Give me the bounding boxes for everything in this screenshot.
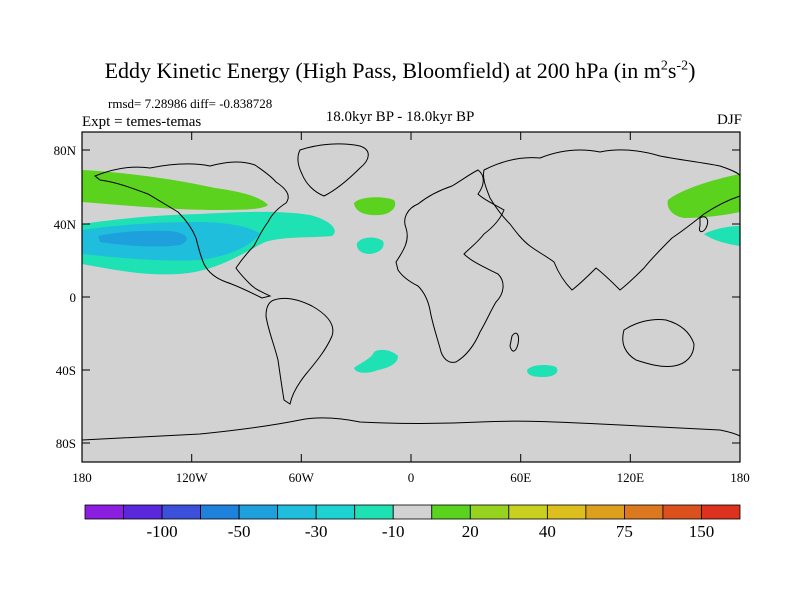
lon-label: 120E [617, 470, 645, 485]
coast-madagascar [509, 332, 519, 352]
longitude-ticks: 180 120W 60W 0 60E 120E 180 [72, 132, 750, 485]
lat-label: 40N [54, 217, 77, 232]
colorbar-swatch [585, 504, 625, 520]
colorbar-label: 20 [462, 522, 479, 541]
lat-label: 40S [56, 363, 76, 378]
map-title: Eddy Kinetic Energy (High Pass, Bloomfie… [104, 58, 696, 83]
colorbar-swatch [392, 504, 433, 520]
colorbar-swatch [546, 504, 587, 520]
cyan-blob-atlantic [356, 237, 384, 254]
colorbar-swatch [238, 504, 279, 520]
colorbar-swatch [701, 504, 741, 520]
colorbar-swatch [84, 504, 124, 520]
coast-australia [622, 319, 695, 367]
green-blob-atlantic [354, 197, 396, 216]
colorbar-labels: -100 -50 -30 -10 20 40 75 150 [146, 522, 714, 541]
lon-label: 60W [289, 470, 315, 485]
colorbar-label: -100 [146, 522, 177, 541]
colorbar-swatch [508, 504, 548, 520]
colorbar-label: 75 [616, 522, 633, 541]
contour-fills [82, 170, 740, 377]
green-band-north-pacific [82, 170, 268, 210]
cyan-blob-south-atlantic [354, 349, 398, 373]
colorbar-swatch [161, 504, 201, 520]
coast-north-america [94, 161, 289, 299]
colorbar [84, 504, 741, 520]
experiment-label: Expt = temes-temas [82, 114, 202, 130]
season-label: DJF [716, 112, 742, 128]
colorbar-swatch [200, 504, 240, 520]
colorbar-label: -50 [228, 522, 251, 541]
colorbar-swatch [277, 504, 317, 520]
colorbar-swatch [354, 504, 394, 520]
colorbar-label: 40 [539, 522, 556, 541]
blue-jet-core [98, 230, 187, 247]
lon-label: 180 [72, 470, 92, 485]
green-band-nw-pacific [667, 174, 740, 218]
lat-label: 0 [70, 290, 77, 305]
colorbar-swatch [624, 504, 664, 520]
rmsd-stats: rmsd= 7.28986 diff= -0.838728 [108, 96, 273, 111]
coast-antarctica [81, 417, 741, 441]
colorbar-swatch [431, 504, 471, 520]
coast-europe-africa [395, 169, 505, 363]
coast-greenland [297, 143, 369, 197]
cyan-blob-indian-ocean [527, 365, 558, 377]
lon-label: 120W [176, 470, 209, 485]
period-label: 18.0kyr BP - 18.0kyr BP [325, 109, 475, 125]
lat-label: 80S [56, 436, 76, 451]
lat-label: 80N [54, 143, 77, 158]
coast-south-america [265, 297, 334, 405]
colorbar-swatch [469, 504, 510, 520]
lon-label: 60E [510, 470, 531, 485]
lon-label: 180 [730, 470, 750, 485]
colorbar-swatch [315, 504, 356, 520]
colorbar-swatch [123, 504, 163, 520]
colorbar-label: -30 [305, 522, 328, 541]
colorbar-swatch [662, 504, 702, 520]
lon-label: 0 [408, 470, 415, 485]
colorbar-label: -10 [382, 522, 405, 541]
coastlines [81, 143, 741, 441]
cyan-band-nw-pacific [704, 226, 740, 246]
coast-asia [483, 149, 741, 291]
coast-japan [699, 216, 709, 233]
latitude-ticks: 80N 40N 0 40S 80S [54, 143, 740, 451]
colorbar-label: 150 [689, 522, 715, 541]
